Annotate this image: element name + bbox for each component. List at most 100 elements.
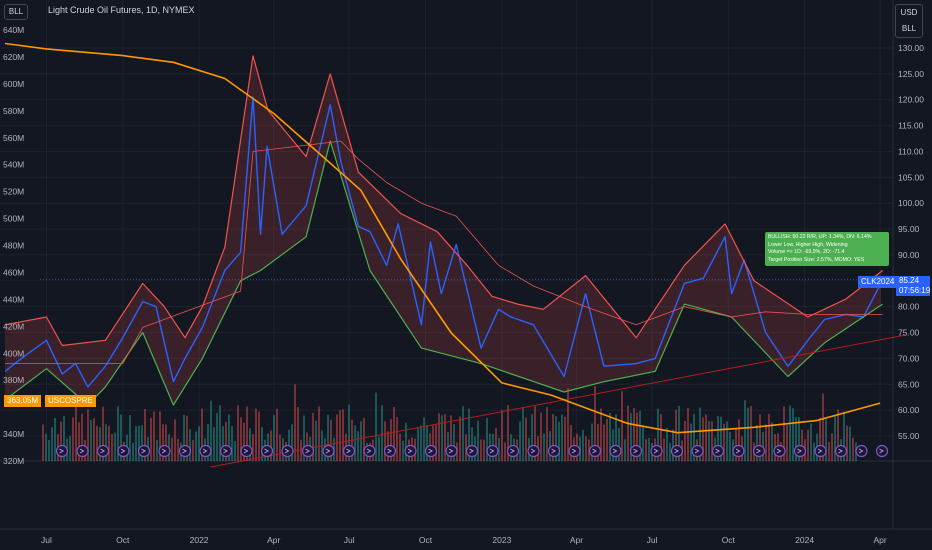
volume-bar bbox=[531, 414, 533, 461]
volume-bar bbox=[72, 417, 74, 461]
event-marker-arrow bbox=[428, 448, 434, 454]
volume-bar bbox=[450, 415, 452, 461]
volume-bar bbox=[135, 426, 137, 461]
volume-bar bbox=[552, 414, 554, 461]
right-axis-tick: 90.00 bbox=[898, 250, 920, 260]
left-axis-tick: 620M bbox=[3, 52, 24, 62]
left-axis-tick: 380M bbox=[3, 375, 24, 385]
pane-label[interactable]: BLL bbox=[4, 4, 28, 20]
volume-bar bbox=[396, 417, 398, 461]
volume-bar bbox=[222, 426, 224, 461]
volume-bar bbox=[591, 423, 593, 461]
volume-bar bbox=[498, 437, 500, 461]
volume-bar bbox=[90, 420, 92, 461]
event-marker-arrow bbox=[305, 448, 311, 454]
series-line-lower-band bbox=[4, 140, 883, 406]
volume-bar bbox=[114, 432, 116, 461]
volume-bar bbox=[570, 425, 572, 461]
right-axis-tick: 105.00 bbox=[898, 172, 924, 182]
volume-bar bbox=[477, 420, 479, 461]
volume-bar bbox=[426, 425, 428, 461]
volume-bar bbox=[543, 433, 545, 461]
event-marker-arrow bbox=[141, 448, 147, 454]
volume-bar bbox=[684, 420, 686, 461]
signal-annotation: BULLISH: 50.22 R/R, UP: 1.34%, DN: 6.14%… bbox=[765, 232, 889, 266]
volume-bar bbox=[111, 434, 113, 461]
event-marker-arrow bbox=[161, 448, 167, 454]
right-axis-tick: 75.00 bbox=[898, 328, 920, 338]
volume-bar bbox=[159, 411, 161, 461]
volume-bar bbox=[564, 416, 566, 461]
uscospre-value-badge: 363.05M bbox=[4, 395, 42, 407]
volume-bar bbox=[507, 405, 509, 461]
volume-bar bbox=[735, 427, 737, 461]
volume-bar bbox=[69, 435, 71, 461]
volume-bar bbox=[417, 427, 419, 461]
volume-bar bbox=[603, 424, 605, 461]
volume-bar bbox=[459, 416, 461, 461]
volume-bar bbox=[837, 409, 839, 461]
event-marker-arrow bbox=[264, 448, 270, 454]
right-axis-tick: 100.00 bbox=[898, 198, 924, 208]
volume-bar bbox=[249, 428, 251, 461]
volume-bar bbox=[150, 417, 152, 461]
volume-bar bbox=[600, 408, 602, 461]
event-marker-arrow bbox=[284, 448, 290, 454]
volume-bar bbox=[240, 417, 242, 461]
ticker-title: Light Crude Oil Futures, 1D, NYMEX bbox=[48, 5, 195, 15]
volume-bar bbox=[198, 426, 200, 461]
volume-bar bbox=[792, 408, 794, 461]
volume-bar bbox=[423, 417, 425, 461]
volume-bar bbox=[336, 414, 338, 461]
volume-bar bbox=[99, 427, 101, 461]
volume-bar bbox=[435, 424, 437, 461]
volume-bar bbox=[549, 431, 551, 461]
event-marker-arrow bbox=[633, 448, 639, 454]
volume-bar bbox=[567, 388, 569, 461]
volume-bar bbox=[672, 429, 674, 461]
volume-bar bbox=[795, 417, 797, 461]
volume-bar bbox=[546, 406, 548, 461]
volume-bar bbox=[108, 425, 110, 461]
event-marker-arrow bbox=[79, 448, 85, 454]
volume-bar bbox=[330, 419, 332, 461]
volume-bar bbox=[771, 422, 773, 461]
volume-bar bbox=[402, 440, 404, 461]
volume-bar bbox=[630, 413, 632, 461]
volume-bar bbox=[102, 406, 104, 461]
x-axis-tick: Oct bbox=[419, 535, 433, 545]
volume-bar bbox=[219, 405, 221, 461]
volume-bar bbox=[162, 424, 164, 461]
volume-bar bbox=[186, 415, 188, 461]
event-marker-arrow bbox=[448, 448, 454, 454]
event-marker-arrow bbox=[694, 448, 700, 454]
volume-bar bbox=[216, 413, 218, 461]
volume-bar bbox=[663, 438, 665, 461]
volume-bar bbox=[609, 413, 611, 461]
volume-bar bbox=[813, 442, 815, 461]
volume-bar bbox=[378, 436, 380, 461]
volume-bar bbox=[501, 409, 503, 461]
event-marker-arrow bbox=[674, 448, 680, 454]
left-axis-tick: 580M bbox=[3, 106, 24, 116]
volume-bar bbox=[195, 431, 197, 461]
volume-bar bbox=[636, 412, 638, 461]
volume-bar bbox=[690, 423, 692, 461]
series-line-clk2024 bbox=[4, 96, 884, 388]
volume-bar bbox=[633, 408, 635, 461]
event-marker-arrow bbox=[592, 448, 598, 454]
x-axis-tick: Apr bbox=[873, 535, 886, 545]
volume-bar bbox=[231, 426, 233, 461]
event-marker-arrow bbox=[182, 448, 188, 454]
volume-bar bbox=[93, 418, 95, 461]
volume-bar bbox=[45, 433, 47, 461]
volume-bar bbox=[522, 406, 524, 461]
volume-bar bbox=[744, 400, 746, 461]
x-axis-tick: Jul bbox=[647, 535, 658, 545]
currency-box[interactable]: USD BLL bbox=[895, 4, 923, 38]
volume-bar bbox=[624, 439, 626, 461]
volume-bar bbox=[201, 408, 203, 461]
volume-bar bbox=[138, 425, 140, 461]
